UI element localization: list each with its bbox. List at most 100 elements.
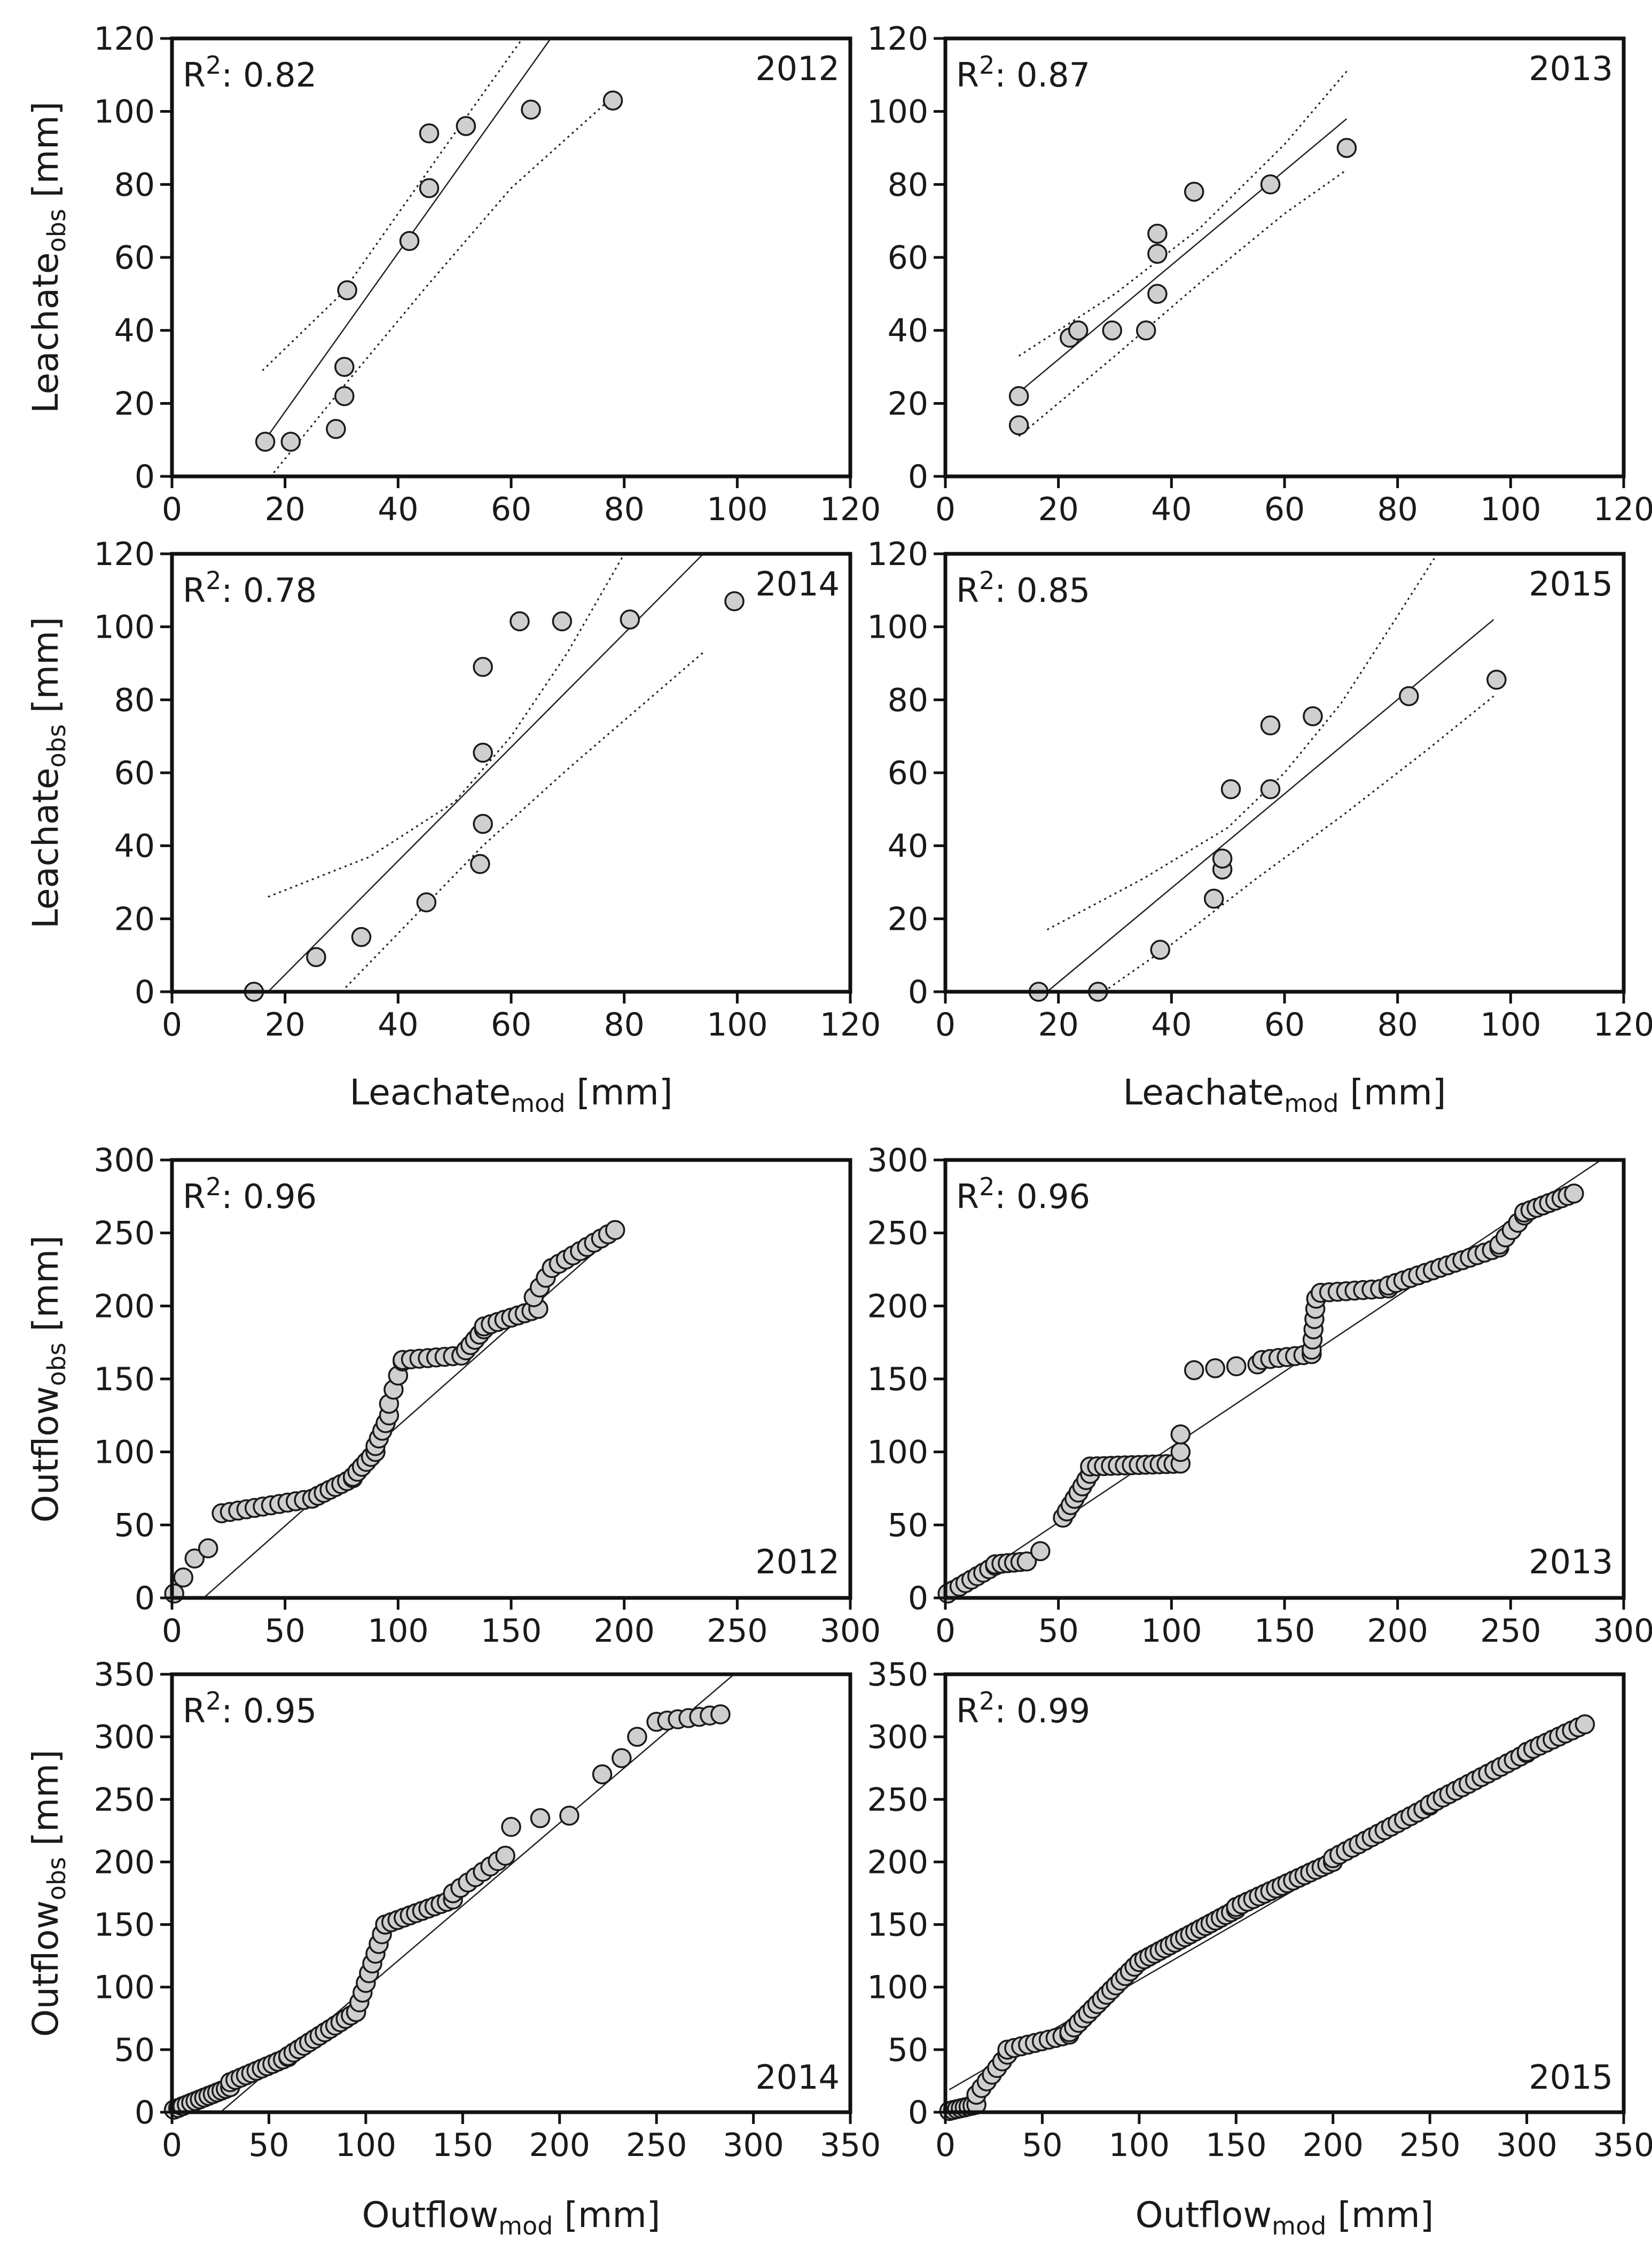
- year-label: 2014: [755, 564, 840, 603]
- x-tick-label: 150: [432, 2127, 494, 2164]
- x-tick-label: 60: [1264, 491, 1305, 528]
- data-point: [1150, 939, 1170, 960]
- y-tick-label: 80: [888, 166, 928, 203]
- data-point: [255, 432, 276, 452]
- y-tick-label: 120: [867, 20, 928, 58]
- data-point: [1170, 1424, 1191, 1445]
- data-point: [1260, 715, 1281, 735]
- r2-label: R2: 0.96: [956, 1172, 1090, 1216]
- y-tick-label: 200: [93, 1288, 155, 1325]
- y-tick-label: 150: [93, 1361, 155, 1398]
- data-point: [1136, 320, 1156, 341]
- data-point: [495, 1845, 515, 1866]
- data-point: [724, 591, 745, 611]
- data-point: [1303, 706, 1323, 726]
- y-tick-label: 350: [93, 1656, 155, 1694]
- y-tick-label: 350: [867, 1656, 928, 1694]
- data-point: [605, 1220, 625, 1240]
- x-tick-label: 250: [1399, 2127, 1461, 2164]
- data-point: [473, 813, 493, 834]
- x-tick-label: 40: [1151, 1006, 1192, 1044]
- data-point: [612, 1748, 632, 1768]
- y-tick-label: 0: [135, 974, 155, 1011]
- data-point: [1399, 686, 1419, 707]
- data-point: [306, 947, 326, 967]
- x-tick-label: 100: [707, 1006, 768, 1044]
- data-point: [521, 99, 541, 120]
- x-tick-label: 40: [378, 1006, 418, 1044]
- y-tick-label: 20: [888, 385, 928, 422]
- x-tick-label: 100: [1109, 2127, 1170, 2164]
- x-tick-label: 40: [1151, 491, 1192, 528]
- y-tick-label: 100: [93, 93, 155, 131]
- x-tick-label: 100: [1141, 1612, 1202, 1650]
- x-tick-label: 150: [1254, 1612, 1316, 1650]
- x-tick-label: 20: [1038, 1006, 1078, 1044]
- y-tick-label: 50: [888, 2032, 928, 2069]
- ci-upper-band: [268, 554, 625, 898]
- regression-line: [945, 1160, 1602, 1598]
- data-point: [1184, 1360, 1204, 1381]
- x-tick-label: 40: [378, 491, 418, 528]
- y-tick-label: 150: [867, 1907, 928, 1944]
- x-tick-label: 150: [481, 1612, 542, 1650]
- x-tick-label: 120: [820, 1006, 881, 1044]
- y-tick-label: 80: [114, 681, 155, 719]
- y-tick-label: 100: [93, 1434, 155, 1471]
- plot-frame: [943, 36, 1626, 479]
- x-axis-label: Outflowmod [mm]: [1136, 2194, 1434, 2240]
- panel-outflow-2015: 0 50 100 150 200 250 300 350 0 50 100 150 200 250 300 3…: [867, 1656, 1652, 2240]
- y-tick-label: 60: [114, 239, 155, 277]
- data-point: [416, 892, 437, 913]
- x-tick-label: 350: [820, 2127, 881, 2164]
- year-label: 2015: [1529, 2058, 1613, 2097]
- y-tick-label: 0: [135, 458, 155, 496]
- regression-line: [1018, 118, 1348, 393]
- year-label: 2014: [755, 2058, 840, 2097]
- data-point: [337, 280, 357, 301]
- x-tick-label: 120: [1593, 491, 1652, 528]
- x-tick-label: 250: [707, 1612, 768, 1650]
- data-point: [510, 611, 530, 632]
- x-tick-label: 200: [593, 1612, 655, 1650]
- y-tick-label: 100: [867, 93, 928, 131]
- y-tick-label: 50: [114, 2032, 155, 2069]
- x-tick-label: 250: [626, 2127, 687, 2164]
- x-tick-label: 80: [1377, 491, 1418, 528]
- data-point: [620, 609, 640, 630]
- y-tick-label: 300: [867, 1719, 928, 1756]
- data-point: [473, 742, 493, 763]
- y-tick-label: 0: [135, 1580, 155, 1617]
- data-point: [470, 854, 490, 874]
- plot-frame: [943, 552, 1626, 994]
- x-axis-label: Leachatemod [mm]: [350, 1072, 673, 1118]
- y-tick-label: 100: [93, 609, 155, 646]
- r2-label: R2: 0.82: [183, 51, 317, 95]
- x-tick-label: 0: [162, 2127, 182, 2164]
- panel-outflow-2014: 0 50 100 150 200 250 300 350 0 50 100 150 200 250 300 3…: [25, 1656, 881, 2240]
- data-point: [198, 1538, 218, 1558]
- y-tick-label: 20: [114, 900, 155, 938]
- data-point: [1184, 182, 1204, 202]
- x-tick-label: 20: [1038, 491, 1078, 528]
- data-point: [1170, 1441, 1191, 1462]
- y-tick-label: 50: [888, 1507, 928, 1544]
- y-tick-label: 0: [908, 974, 928, 1011]
- data-point: [173, 1567, 193, 1588]
- r2-label: R2: 0.78: [183, 566, 317, 610]
- data-point: [1220, 779, 1241, 799]
- y-tick-label: 300: [867, 1142, 928, 1179]
- x-tick-label: 0: [162, 1612, 182, 1650]
- data-point: [399, 231, 420, 252]
- y-tick-label: 0: [908, 1580, 928, 1617]
- y-tick-label: 0: [908, 2094, 928, 2131]
- data-point: [552, 611, 573, 632]
- data-point: [456, 116, 476, 136]
- x-tick-label: 350: [1593, 2127, 1652, 2164]
- data-point: [530, 1808, 551, 1829]
- y-tick-label: 100: [867, 1969, 928, 2006]
- data-point: [1016, 1551, 1037, 1572]
